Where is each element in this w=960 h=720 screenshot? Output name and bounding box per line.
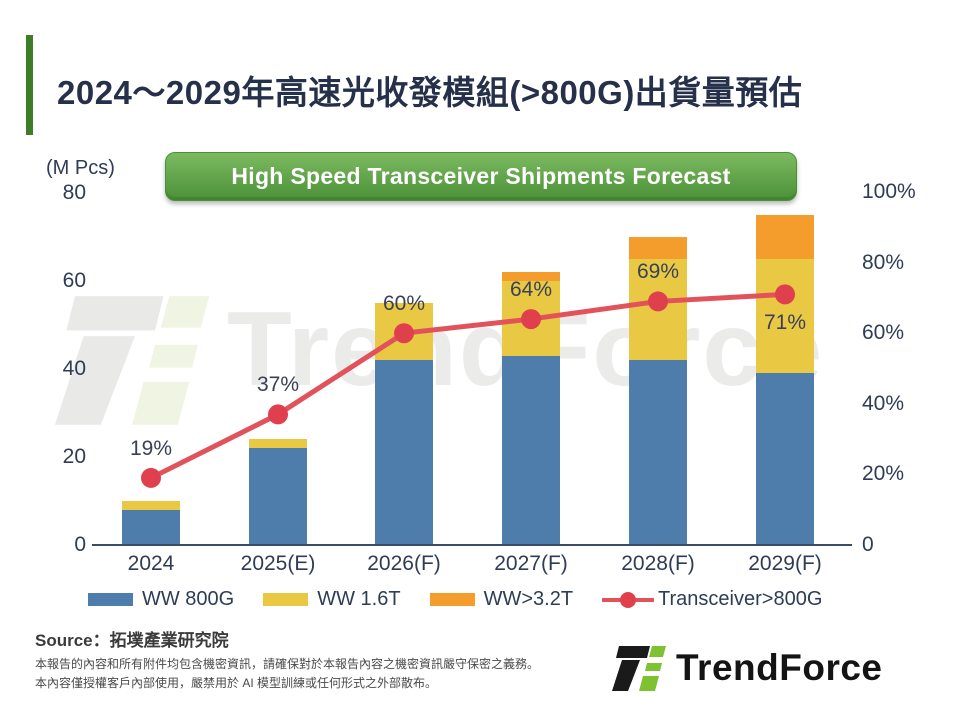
bar-segment-WW-800G bbox=[122, 509, 180, 545]
y-axis-tick-right: 100% bbox=[862, 180, 916, 203]
y-axis-tick-left: 80 bbox=[62, 181, 86, 204]
bar-segment-WW-3.2T bbox=[756, 215, 814, 259]
x-axis-label: 2025(E) bbox=[240, 552, 316, 575]
bar-segment-WW-3.2T bbox=[502, 272, 560, 281]
x-axis-label: 2027(F) bbox=[494, 552, 568, 575]
legend-item: Transceiver>800G bbox=[602, 588, 822, 611]
y-axis-tick-left: 20 bbox=[62, 445, 86, 468]
legend-item: WW 800G bbox=[88, 588, 234, 611]
legend-line-marker bbox=[602, 591, 655, 608]
trendforce-logo: TrendForce bbox=[612, 644, 883, 692]
y-axis-tick-right: 80% bbox=[862, 250, 905, 274]
legend-label: WW>3.2T bbox=[483, 588, 574, 610]
legend-swatch bbox=[429, 593, 475, 606]
page-title: 2024～2029年高速光收發模組(>800G)出貨量預估 bbox=[57, 74, 803, 111]
bar-segment-WW-800G bbox=[249, 448, 307, 545]
y-axis-tick-right: 40% bbox=[862, 391, 905, 415]
x-axis-label: 2028(F) bbox=[621, 552, 695, 575]
trendforce-logo-icon bbox=[612, 646, 666, 691]
line-data-label: 37% bbox=[256, 373, 300, 397]
line-data-label: 60% bbox=[382, 292, 426, 316]
y-axis-tick-right: 60% bbox=[862, 321, 905, 345]
bar-segment-WW-3.2T bbox=[629, 237, 687, 259]
y-axis-tick-right: 20% bbox=[862, 462, 905, 486]
trendforce-logo-text: TrendForce bbox=[676, 647, 883, 688]
chart-title: High Speed Transceiver Shipments Forecas… bbox=[231, 163, 731, 189]
legend-item: WW>3.2T bbox=[429, 588, 574, 611]
legend-label: WW 1.6T bbox=[317, 588, 401, 610]
chart-legend: WW 800G WW 1.6T WW>3.2T Transceiver>800G bbox=[88, 588, 822, 611]
line-data-label: 64% bbox=[509, 278, 553, 302]
y-axis-tick-left: 60 bbox=[62, 269, 86, 292]
line-data-label: 69% bbox=[636, 260, 680, 284]
bar-segment-WW-800G bbox=[629, 360, 687, 545]
bar-segment-WW-1.6T bbox=[249, 439, 307, 449]
bar-segment-WW-800G bbox=[502, 355, 560, 545]
disclaimer-line-1: 本報告的內容和所有附件均包含機密資訊，請確保對於本報告內容之機密資訊嚴守保密之義… bbox=[35, 657, 540, 671]
line-data-label: 71% bbox=[763, 311, 807, 335]
y-axis-tick-right: 0 bbox=[862, 533, 874, 556]
y-axis-tick-left: 0 bbox=[74, 533, 86, 556]
disclaimer-line-2: 本內容僅授權客戶內部使用，嚴禁用於 AI 模型訓練或任何形式之外部散布。 bbox=[35, 676, 438, 690]
x-axis-line bbox=[92, 544, 852, 546]
bar-segment-WW-1.6T bbox=[122, 501, 180, 510]
legend-item: WW 1.6T bbox=[263, 588, 401, 611]
source-text: Source：拓墣產業研究院 bbox=[35, 631, 229, 650]
bar-segment-WW-800G bbox=[375, 360, 433, 545]
legend-swatch bbox=[263, 593, 309, 606]
legend-label: Transceiver>800G bbox=[658, 588, 823, 610]
x-axis-label: 2026(F) bbox=[367, 552, 441, 575]
x-axis-label: 2029(F) bbox=[748, 552, 822, 575]
line-data-label: 19% bbox=[129, 436, 173, 460]
x-axis-label: 2024 bbox=[127, 552, 175, 575]
left-axis-unit-label: (M Pcs) bbox=[46, 157, 115, 179]
legend-label: WW 800G bbox=[142, 588, 235, 610]
y-axis-tick-left: 40 bbox=[62, 357, 86, 380]
bar-segment-WW-800G bbox=[756, 373, 814, 545]
legend-swatch bbox=[88, 593, 133, 606]
title-accent-bar bbox=[26, 35, 33, 135]
chart-title-banner: High Speed Transceiver Shipments Forecas… bbox=[165, 152, 797, 201]
